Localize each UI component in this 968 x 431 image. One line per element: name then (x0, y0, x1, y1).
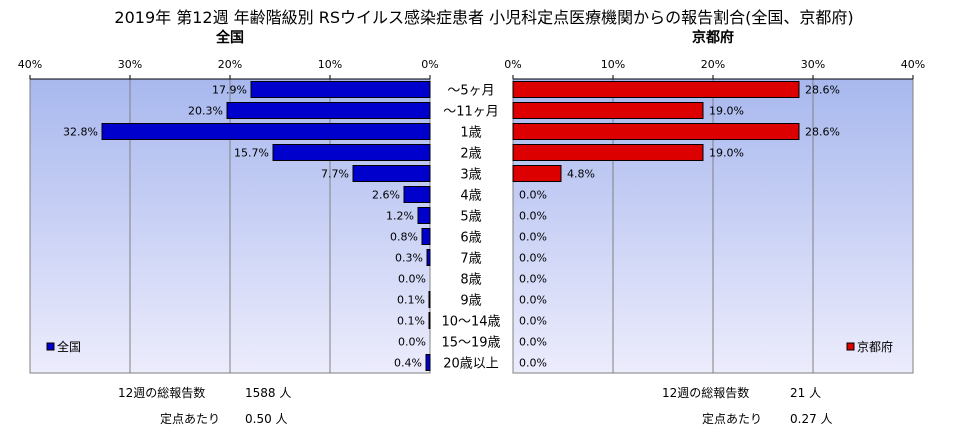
kyoto-data-label: 0.0% (519, 315, 547, 328)
category-label: 4歳 (460, 189, 481, 204)
kyoto-data-label: 0.0% (519, 336, 547, 349)
national-bar (403, 186, 431, 203)
kyoto-panel-title: 京都府 (692, 29, 734, 46)
kyoto-tick-label: 40% (901, 58, 925, 71)
kyoto-bar (512, 123, 800, 140)
kyoto-data-label: 0.0% (519, 252, 547, 265)
kyoto-legend-label: 京都府 (857, 339, 893, 354)
national-data-label: 0.3% (395, 252, 423, 265)
kyoto-bar (512, 102, 704, 119)
national-per-label: 定点あたり (160, 412, 221, 426)
national-bar (250, 81, 431, 98)
kyoto-tick-label: 0% (504, 58, 521, 71)
national-bar (226, 102, 431, 119)
national-total-label: 12週の総報告数 (118, 386, 206, 400)
national-bar (426, 249, 431, 266)
national-bar (352, 165, 431, 182)
category-label: 6歳 (460, 231, 481, 246)
national-total-value: 1588 人 (245, 386, 292, 400)
kyoto-bar (512, 144, 704, 161)
kyoto-legend-swatch (846, 342, 855, 351)
kyoto-data-label: 19.0% (709, 147, 744, 160)
kyoto-data-label: 0.0% (519, 273, 547, 286)
kyoto-tick-label: 20% (701, 58, 725, 71)
national-data-label: 0.1% (397, 315, 425, 328)
kyoto-tick-label: 10% (601, 58, 625, 71)
national-data-label: 1.2% (386, 210, 414, 223)
kyoto-per-value: 0.27 人 (790, 412, 833, 426)
national-bar (425, 354, 431, 371)
national-data-label: 15.7% (234, 147, 269, 160)
kyoto-total-label: 12週の総報告数 (662, 386, 750, 400)
category-label: 5歳 (460, 210, 481, 225)
kyoto-bar (512, 81, 800, 98)
kyoto-data-label: 0.0% (519, 294, 547, 307)
kyoto-data-label: 0.0% (519, 357, 547, 370)
category-label: ～5ヶ月 (447, 84, 494, 99)
category-label: 15～19歳 (441, 336, 500, 351)
category-label: ～11ヶ月 (443, 105, 499, 120)
category-label: 3歳 (460, 168, 481, 183)
national-bar (428, 312, 431, 329)
kyoto-bar (512, 165, 562, 182)
category-label: 2歳 (460, 147, 481, 162)
national-tick-label: 0% (421, 58, 438, 71)
national-data-label: 0.0% (398, 273, 426, 286)
national-tick-label: 40% (18, 58, 42, 71)
category-label: 1歳 (460, 126, 481, 141)
kyoto-data-label: 28.6% (805, 84, 840, 97)
category-label: 8歳 (460, 273, 481, 288)
national-tick-label: 10% (318, 58, 342, 71)
national-per-value: 0.50 人 (245, 412, 288, 426)
national-legend-swatch (46, 342, 55, 351)
kyoto-data-label: 0.0% (519, 231, 547, 244)
kyoto-total-value: 21 人 (790, 386, 822, 400)
category-label: 10～14歳 (441, 315, 500, 330)
national-data-label: 32.8% (63, 126, 98, 139)
national-data-label: 0.4% (394, 357, 422, 370)
kyoto-tick-label: 30% (801, 58, 825, 71)
chart-title: 2019年 第12週 年齢階級別 RSウイルス感染症患者 小児科定点医療機関から… (114, 8, 854, 27)
national-data-label: 20.3% (188, 105, 223, 118)
national-tick-label: 20% (218, 58, 242, 71)
national-tick-label: 30% (118, 58, 142, 71)
national-data-label: 2.6% (372, 189, 400, 202)
national-data-label: 0.0% (398, 336, 426, 349)
kyoto-data-label: 4.8% (567, 168, 595, 181)
national-bar (421, 228, 431, 245)
kyoto-data-label: 28.6% (805, 126, 840, 139)
national-data-label: 0.1% (397, 294, 425, 307)
national-bar (272, 144, 431, 161)
category-label: 7歳 (460, 252, 481, 267)
national-bar (417, 207, 431, 224)
national-panel-title: 全国 (215, 29, 244, 46)
national-bar (101, 123, 431, 140)
national-data-label: 0.8% (390, 231, 418, 244)
national-bar (428, 291, 431, 308)
national-legend-label: 全国 (57, 339, 81, 354)
kyoto-data-label: 19.0% (709, 105, 744, 118)
category-label: 20歳以上 (443, 357, 499, 372)
national-data-label: 17.9% (212, 84, 247, 97)
kyoto-data-label: 0.0% (519, 189, 547, 202)
national-data-label: 7.7% (321, 168, 349, 181)
kyoto-per-label: 定点あたり (702, 412, 763, 426)
category-label: 9歳 (460, 294, 481, 309)
kyoto-data-label: 0.0% (519, 210, 547, 223)
